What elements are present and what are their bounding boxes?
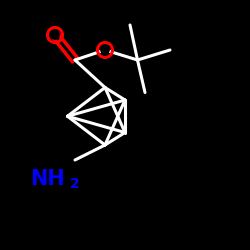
Text: NH: NH — [30, 169, 65, 189]
Text: 2: 2 — [70, 177, 80, 191]
Circle shape — [51, 31, 59, 39]
Circle shape — [101, 46, 109, 54]
